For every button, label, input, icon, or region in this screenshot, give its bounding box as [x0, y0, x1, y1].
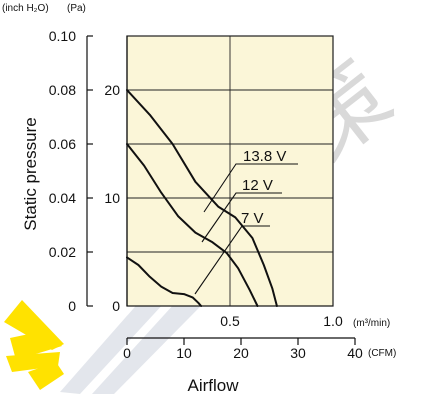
series-label-7v: 7 V	[241, 210, 264, 227]
cfm-tick-label: 40	[347, 345, 363, 361]
m3-axis-ticks: 0.5 1.0	[220, 313, 343, 329]
inch-tick-label: 0.10	[49, 28, 76, 44]
m3-tick-label: 1.0	[323, 313, 343, 329]
series-label-12v: 12 V	[242, 177, 273, 194]
pa-tick-label: 20	[104, 82, 120, 98]
m3-tick-label: 0.5	[220, 313, 240, 329]
pa-tick-label: 0	[112, 298, 120, 314]
watermark-starburst	[4, 300, 64, 390]
cfm-tick-label: 20	[233, 345, 249, 361]
leader-13-8v	[203, 163, 298, 213]
curves	[126, 89, 278, 307]
unit-cfm: (CFM)	[368, 348, 396, 359]
x-axis-title: Airflow	[187, 376, 239, 394]
pa-axis-ticks: 0 10 20	[104, 82, 120, 314]
inch-axis-ticks: 0 0.02 0.04 0.06 0.08 0.10	[49, 28, 93, 314]
grid	[127, 35, 334, 306]
unit-inch-h2o: (inch H₂O)	[2, 3, 49, 14]
series-line-1	[126, 143, 259, 307]
leader-12v	[201, 192, 282, 243]
inch-tick-label: 0.08	[49, 82, 76, 98]
inch-tick-label: 0.06	[49, 136, 76, 152]
cfm-tick-label: 30	[290, 345, 306, 361]
callout-leaders	[194, 163, 298, 295]
pa-tick-label: 10	[104, 190, 120, 206]
unit-m3-per-min: (m³/min)	[353, 318, 390, 329]
inch-tick-label: 0	[68, 298, 76, 314]
cfm-tick-label: 0	[123, 345, 131, 361]
inch-tick-label: 0.04	[49, 190, 76, 206]
cfm-tick-label: 10	[176, 345, 192, 361]
y-axis-title: Static pressure	[21, 117, 40, 230]
cfm-axis-ticks: 0 10 20 30 40	[123, 338, 363, 361]
series-line-0	[126, 89, 278, 307]
series-line-2	[126, 256, 203, 307]
series-label-13-8v: 13.8 V	[243, 148, 286, 165]
leader-7v	[194, 225, 270, 295]
unit-pa: (Pa)	[67, 3, 86, 14]
inch-tick-label: 0.02	[49, 244, 76, 260]
